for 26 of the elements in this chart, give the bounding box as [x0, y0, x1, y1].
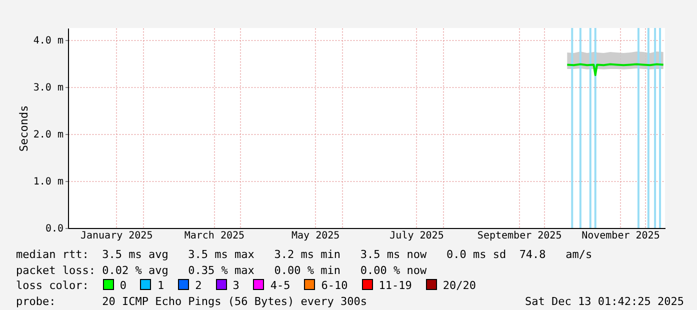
line-series — [566, 63, 664, 76]
text: packet loss: 0.02 % avg 0.35 % max 0.00 % min 0.00 % now — [16, 262, 428, 278]
x-tick-label: July 2025 — [390, 230, 444, 242]
text: 0 — [120, 279, 126, 292]
text: median rtt: 3.5 ms avg 3.5 ms max 3.2 ms min 3.5 ms now 0.0 ms sd 74.8 am/s — [16, 247, 594, 262]
text: 4-5 — [270, 279, 290, 292]
y-tick-label: 4.0 m — [33, 35, 64, 46]
text: 6-10 — [321, 279, 348, 292]
text: probe: 20 ICMP Echo Pings (56 Bytes) every 300s — [16, 294, 367, 308]
y-tick-label: 3.0 m — [33, 82, 64, 94]
text: 3 — [232, 279, 240, 292]
text: 1 — [157, 279, 164, 292]
y-tick-label: 2.0 m — [33, 129, 64, 140]
text: 2 — [195, 279, 202, 292]
y-tick-label: 1.0 m — [33, 176, 64, 188]
text: 20/20 — [442, 279, 476, 292]
x-tick-label: November 2025 — [582, 230, 660, 242]
x-tick-label: January 2025 — [80, 230, 153, 242]
y-tick-label: 0.0 — [45, 224, 64, 234]
x-tick-label: March 2025 — [184, 230, 245, 242]
y-axis-title: Seconds — [17, 105, 30, 152]
x-tick-label: September 2025 — [477, 230, 562, 242]
text: Sat Dec 13 01:42:25 2025 — [525, 294, 684, 309]
text: 11-19 — [378, 279, 412, 292]
x-tick-label: May 2025 — [292, 230, 340, 242]
text: loss color: — [16, 279, 89, 292]
